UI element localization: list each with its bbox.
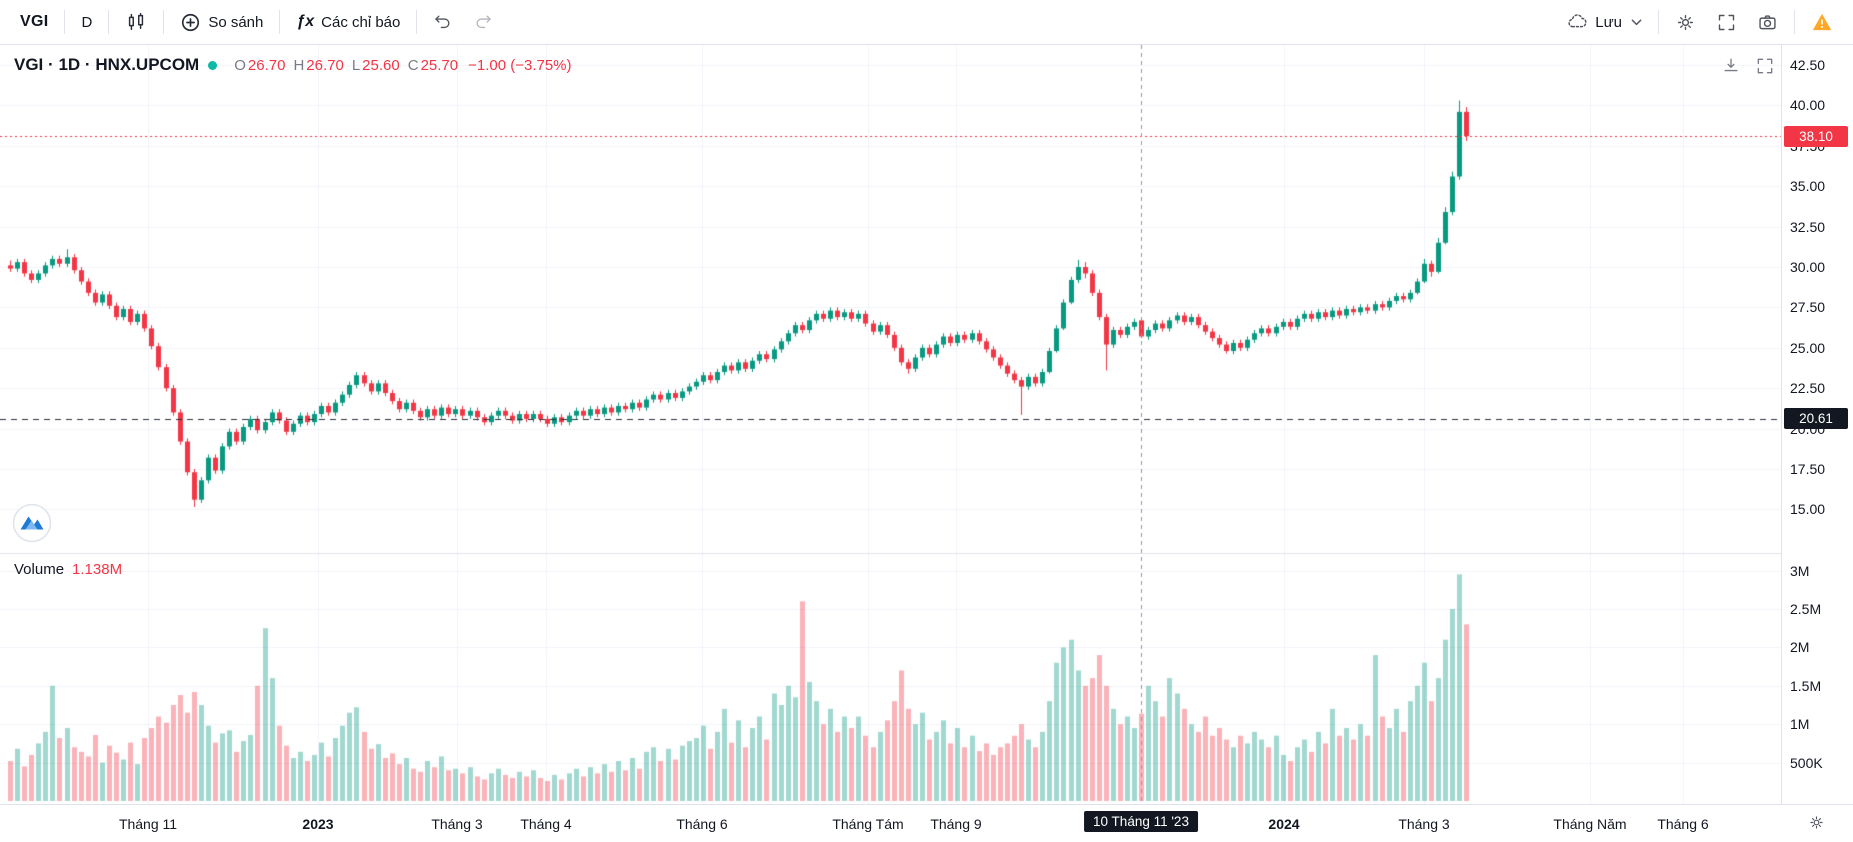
market-status-dot[interactable] <box>208 60 218 70</box>
time-axis-year-label: 2024 <box>1268 816 1300 832</box>
warning-icon <box>1811 11 1833 33</box>
redo-icon <box>473 12 493 32</box>
legend-symbol[interactable]: VGI · 1D · HNX.UPCOM <box>14 55 199 75</box>
time-axis-month-label: Tháng 3 <box>431 816 483 832</box>
crosshair-price-badge: 20.61 <box>1784 408 1848 430</box>
volume-legend: Volume 1.138M <box>14 561 122 578</box>
symbol-button[interactable]: VGI <box>10 7 58 37</box>
compare-label: So sánh <box>208 13 264 31</box>
chart-settings-button[interactable] <box>1665 6 1706 39</box>
gear-icon <box>1675 12 1696 33</box>
volume-axis-label: 2M <box>1790 639 1810 656</box>
scroll-to-recent-icon[interactable] <box>1718 53 1744 79</box>
legend-separator: · <box>48 55 54 74</box>
last-price-badge: 38.10 <box>1784 125 1848 147</box>
symbol-label: VGI <box>20 13 49 30</box>
top-toolbar: VGI D So sánh ƒx Các chỉ báo <box>0 0 1853 45</box>
toolbar-separator <box>416 10 418 34</box>
chart-region: VGI · 1D · HNX.UPCOM O 26.70 H 26.70 L 25.6… <box>0 45 1853 842</box>
legend-separator: · <box>84 55 91 74</box>
time-axis-month-label: Tháng Tám <box>832 816 904 832</box>
chart-style-button[interactable] <box>115 5 157 39</box>
price-axis-label: 32.50 <box>1790 218 1826 235</box>
snapshot-button[interactable] <box>1747 6 1788 39</box>
time-axis-month-label: Tháng 6 <box>676 816 728 832</box>
time-axis[interactable]: 10 Tháng 11 '23 Tháng 11 2023 Tháng 3 Tháng… <box>0 804 1853 842</box>
candle-style-icon <box>125 11 147 33</box>
price-axis-label: 42.50 <box>1790 57 1826 73</box>
fx-icon: ƒx <box>296 13 315 30</box>
price-axis-label: 35.00 <box>1790 178 1826 195</box>
price-axis-label: 27.50 <box>1790 299 1826 316</box>
time-axis-year-label: 2023 <box>302 816 334 832</box>
volume-axis-label: 2.5M <box>1790 601 1822 617</box>
interval-button[interactable]: D <box>71 8 102 37</box>
legend-exchange: HNX.UPCOM <box>95 55 200 74</box>
time-axis-month-label: Tháng 9 <box>930 816 982 832</box>
volume-axis-label: 1.5M <box>1790 677 1822 694</box>
time-axis-gear-icon[interactable] <box>1808 814 1825 834</box>
compare-button[interactable]: So sánh <box>170 6 273 39</box>
ohlc-values: O 26.70 H 26.70 L 25.60 C 25.70 −1.00 (−3.75… <box>226 57 571 74</box>
change-value: −1.00 (−3.75%) <box>468 56 572 74</box>
legend-symbol-text: VGI <box>14 55 44 74</box>
camera-icon <box>1757 12 1778 33</box>
fullscreen-icon <box>1716 12 1737 33</box>
caret-down-icon <box>1631 18 1642 26</box>
undo-icon <box>433 12 453 32</box>
fullscreen-button[interactable] <box>1706 6 1747 39</box>
toolbar-separator <box>279 10 281 34</box>
high-value: 26.70 <box>306 56 344 74</box>
volume-label: Volume <box>14 561 65 578</box>
volume-axis-label: 500K <box>1790 754 1823 771</box>
pane-controls <box>1718 53 1778 79</box>
volume-axis-label: 3M <box>1790 562 1810 579</box>
time-axis-month-label: Tháng 4 <box>520 816 572 832</box>
volume-value: 1.138M <box>72 561 123 578</box>
price-axis-label: 25.00 <box>1790 339 1826 356</box>
close-value: 25.70 <box>420 56 459 74</box>
toolbar-separator <box>1658 10 1659 34</box>
legend-interval: 1D <box>58 55 81 74</box>
price-axis-label: 15.00 <box>1790 501 1826 518</box>
save-button[interactable]: Lưu <box>1556 5 1652 39</box>
undo-button[interactable] <box>423 6 463 38</box>
compare-plus-icon <box>180 12 201 33</box>
time-axis-month-label: Tháng 11 <box>118 816 178 832</box>
price-axis-label: 17.50 <box>1790 461 1826 477</box>
price-axis[interactable]: 38.10 20.61 42.5040.0037.5035.0032.5030.… <box>1781 45 1853 804</box>
time-axis-month-label: Tháng 3 <box>1398 816 1450 832</box>
low-label: L <box>351 56 361 74</box>
indicators-label: Các chỉ báo <box>321 13 401 31</box>
interval-label: D <box>81 13 93 31</box>
maximize-pane-icon[interactable] <box>1752 53 1778 79</box>
toolbar-separator <box>1794 10 1795 34</box>
toolbar-separator <box>163 10 165 34</box>
alerts-warning-button[interactable] <box>1801 5 1843 39</box>
toolbar-separator <box>64 10 66 34</box>
crosshair-time-badge: 10 Tháng 11 '23 <box>1084 811 1198 832</box>
low-value: 25.60 <box>362 56 400 74</box>
time-axis-month-label: Tháng Năm <box>1553 816 1627 832</box>
price-axis-label: 22.50 <box>1790 380 1826 397</box>
save-label: Lưu <box>1595 13 1622 31</box>
redo-button[interactable] <box>463 6 503 38</box>
toolbar-separator <box>108 10 110 34</box>
price-axis-label: 30.00 <box>1790 259 1826 275</box>
time-axis-month-label: Tháng 6 <box>1657 816 1709 832</box>
save-cloud-icon <box>1566 11 1588 33</box>
close-label: C <box>407 56 419 74</box>
price-axis-label: 40.00 <box>1790 97 1826 114</box>
high-label: H <box>293 56 305 74</box>
open-label: O <box>234 56 246 74</box>
candlestick-chart[interactable] <box>0 45 1781 804</box>
indicators-button[interactable]: ƒx Các chỉ báo <box>286 7 410 37</box>
volume-axis-label: 1M <box>1790 716 1810 733</box>
chart-legend: VGI · 1D · HNX.UPCOM O 26.70 H 26.70 L 25.6… <box>14 55 572 75</box>
provider-logo[interactable] <box>12 503 52 543</box>
open-value: 26.70 <box>247 56 286 74</box>
